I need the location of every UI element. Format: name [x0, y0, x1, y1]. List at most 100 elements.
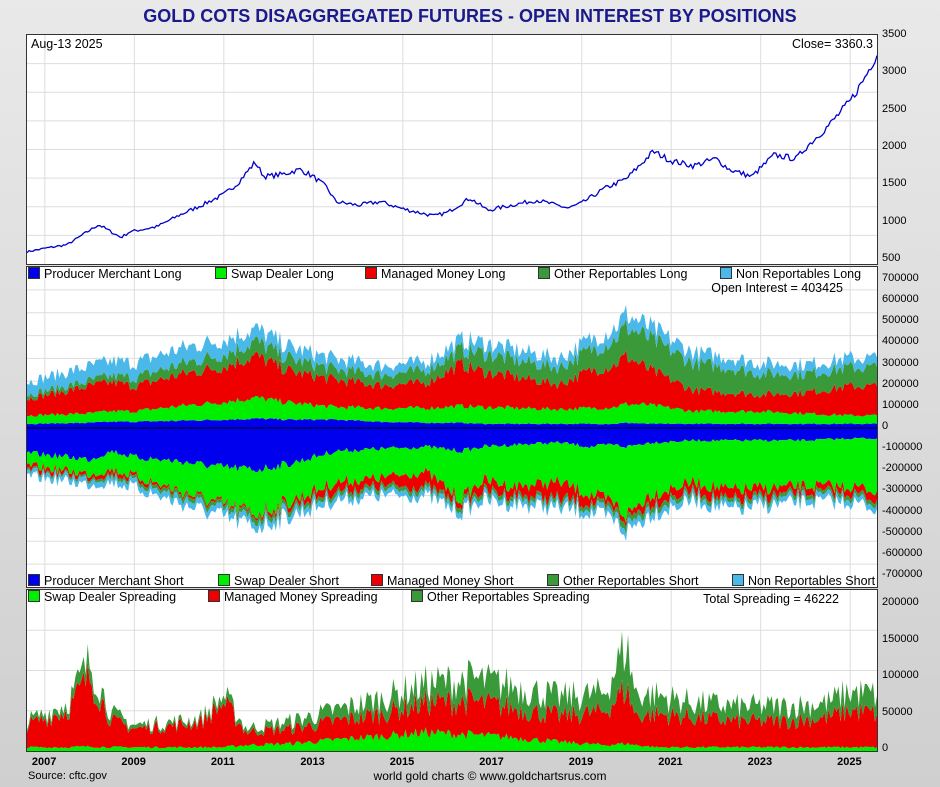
producer-merchant-short-area [27, 428, 877, 473]
producer-merchant-long-area [27, 418, 877, 428]
legend-swatch [365, 267, 377, 279]
y-tick-label: 400000 [882, 335, 919, 348]
non-reportables-short-area [27, 467, 877, 541]
y-tick-label: 150000 [882, 632, 919, 645]
y-tick-label: 2000 [882, 140, 907, 152]
legend-label: Other Reportables Short [563, 574, 699, 588]
price-chart [27, 35, 877, 264]
y-tick-label: 2500 [882, 102, 907, 115]
positions-panel: Open Interest = 403425 [26, 266, 878, 588]
y-tick-label: 50000 [882, 705, 913, 718]
legend-item: Producer Merchant Short [28, 574, 184, 588]
legend-label: Swap Dealer Long [231, 267, 334, 281]
y-tick-label: 0 [882, 742, 889, 754]
price-line [27, 55, 877, 254]
legend-swatch [28, 590, 40, 602]
legend-label: Producer Merchant Long [44, 267, 182, 281]
date-label: Aug-13 2025 [31, 37, 103, 51]
x-tick-label: 2019 [568, 756, 594, 768]
legend-swatch [218, 574, 230, 586]
price-panel: Aug-13 2025 Close= 3360.3 [26, 34, 878, 265]
y-tick-label: -100000 [882, 441, 923, 454]
legend-item: Non Reportables Short [732, 574, 875, 588]
other-reportables-long-area [27, 318, 877, 401]
legend-swatch [732, 574, 744, 586]
legend-label: Managed Money Short [387, 574, 514, 588]
x-tick-label: 2007 [31, 756, 57, 768]
legend-swatch [215, 267, 227, 279]
spreading-panel: Total Spreading = 46222 [26, 589, 878, 752]
managed-money-spreading-area [27, 661, 877, 749]
open-interest-label: Open Interest = 403425 [711, 281, 843, 295]
x-tick-label: 2015 [389, 756, 415, 768]
legend-swatch [208, 590, 220, 602]
other-reportables-short-area [27, 465, 877, 535]
y-tick-label: 0 [882, 420, 889, 432]
swap-dealer-short-area [27, 437, 877, 523]
x-tick-label: 2021 [658, 756, 683, 768]
legend-item: Managed Money Short [371, 574, 513, 588]
y-tick-label: 500 [882, 252, 901, 264]
source-label: Source: cftc.gov [28, 770, 107, 782]
legend-item: Other Reportables Spreading [411, 590, 590, 604]
legend-label: Managed Money Spreading [224, 590, 378, 604]
spreading-chart [27, 590, 877, 751]
y-tick-label: 3000 [882, 65, 907, 78]
x-tick-label: 2011 [210, 756, 235, 768]
y-tick-label: -500000 [882, 525, 923, 538]
legend-label: Other Reportables Spreading [427, 590, 590, 604]
legend-item: Other Reportables Long [538, 267, 687, 281]
legend-item: Managed Money Spreading [208, 590, 378, 604]
y-tick-label: 200000 [882, 377, 919, 390]
legend-label: Swap Dealer Spreading [44, 590, 177, 604]
legend-item: Swap Dealer Spreading [28, 590, 176, 604]
y-tick-label: 700000 [882, 272, 919, 284]
y-tick-label: -700000 [882, 568, 923, 580]
x-tick-label: 2025 [837, 756, 862, 768]
swap-dealer-spreading-area [27, 727, 877, 751]
legend-label: Swap Dealer Short [234, 574, 339, 588]
legend-swatch [538, 267, 550, 279]
y-tick-label: -600000 [882, 546, 923, 559]
positions-chart [27, 267, 877, 587]
legend-label: Managed Money Long [381, 267, 506, 281]
legend-item: Managed Money Long [365, 267, 505, 281]
y-tick-label: -400000 [882, 504, 923, 517]
legend-swatch [547, 574, 559, 586]
legend-swatch [371, 574, 383, 586]
legend-item: Swap Dealer Short [218, 574, 339, 588]
managed-money-long-area [27, 350, 877, 417]
close-label: Close= 3360.3 [792, 37, 873, 51]
managed-money-short-area [27, 462, 877, 528]
x-tick-label: 2009 [121, 756, 146, 768]
legend-swatch [28, 574, 40, 586]
legend-item: Non Reportables Long [720, 267, 861, 281]
legend-label: Producer Merchant Short [44, 574, 184, 588]
y-tick-label: 200000 [882, 596, 919, 608]
x-tick-label: 2023 [747, 756, 773, 768]
total-spreading-label: Total Spreading = 46222 [703, 592, 839, 606]
y-tick-label: -200000 [882, 462, 923, 475]
y-tick-label: 300000 [882, 356, 919, 369]
legend-label: Non Reportables Long [736, 267, 862, 281]
y-tick-label: 1000 [882, 214, 907, 227]
y-tick-label: 600000 [882, 293, 919, 306]
y-tick-label: 500000 [882, 314, 919, 327]
y-tick-label: 1500 [882, 177, 907, 190]
non-reportables-long-area [27, 304, 877, 397]
y-tick-label: 100000 [882, 398, 919, 411]
legend-swatch [411, 590, 423, 602]
legend-label: Non Reportables Short [748, 574, 876, 588]
swap-dealer-long-area [27, 396, 877, 425]
y-tick-label: 3500 [882, 28, 907, 40]
legend-item: Producer Merchant Long [28, 267, 182, 281]
chart-title: GOLD COTS DISAGGREGATED FUTURES - OPEN I… [143, 6, 797, 26]
x-tick-label: 2017 [479, 756, 504, 768]
y-tick-label: -300000 [882, 483, 923, 496]
other-reportables-spreading-area [27, 631, 877, 737]
legend-item: Swap Dealer Long [215, 267, 334, 281]
legend-swatch [28, 267, 40, 279]
legend-label: Other Reportables Long [554, 267, 688, 281]
y-tick-label: 100000 [882, 669, 919, 681]
legend-item: Other Reportables Short [547, 574, 699, 588]
